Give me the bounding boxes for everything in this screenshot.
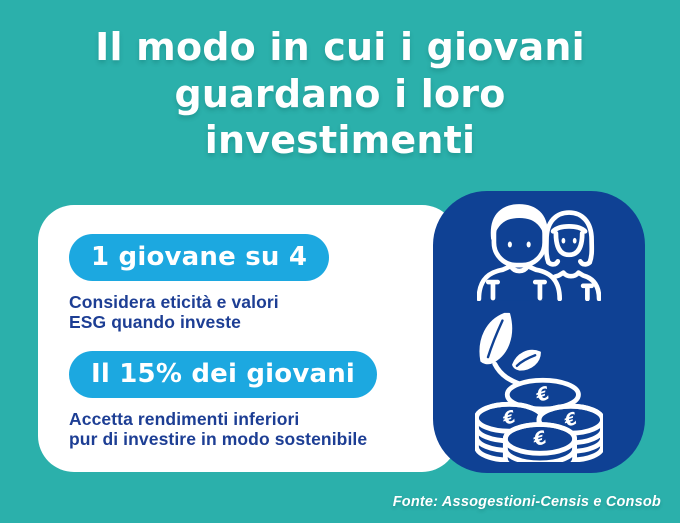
stat-description-2: Accetta rendimenti inferiori pur di inve… <box>69 409 368 450</box>
coin-stack-front: € <box>502 421 577 462</box>
sprout-and-euro-coins-icon: € € € € <box>475 312 603 462</box>
stat-badge-2: Il 15% dei giovani <box>69 351 378 399</box>
stats-card: 1 giovane su 4 Considera eticità e valor… <box>38 205 458 472</box>
svg-text:€: € <box>533 382 553 406</box>
title-line: investimenti <box>204 118 476 163</box>
stat-badge-1: 1 giovane su 4 <box>69 234 330 281</box>
young-man-and-woman-icon <box>477 203 601 301</box>
stat-description-1: Considera eticità e valori ESG quando in… <box>69 292 279 333</box>
sprout <box>479 312 541 388</box>
svg-text:€: € <box>530 427 550 451</box>
icons-card: € € € € <box>433 191 645 473</box>
source-credit: Fonte: Assogestioni-Censis e Consob <box>392 494 661 510</box>
title-line: Il modo in cui i giovani <box>95 25 585 69</box>
svg-text:€: € <box>561 409 580 432</box>
page-title: Il modo in cui i giovani guardano i loro… <box>0 24 680 164</box>
title-line: guardano i loro <box>174 71 506 116</box>
svg-text:€: € <box>500 407 519 430</box>
man-figure <box>477 203 563 301</box>
